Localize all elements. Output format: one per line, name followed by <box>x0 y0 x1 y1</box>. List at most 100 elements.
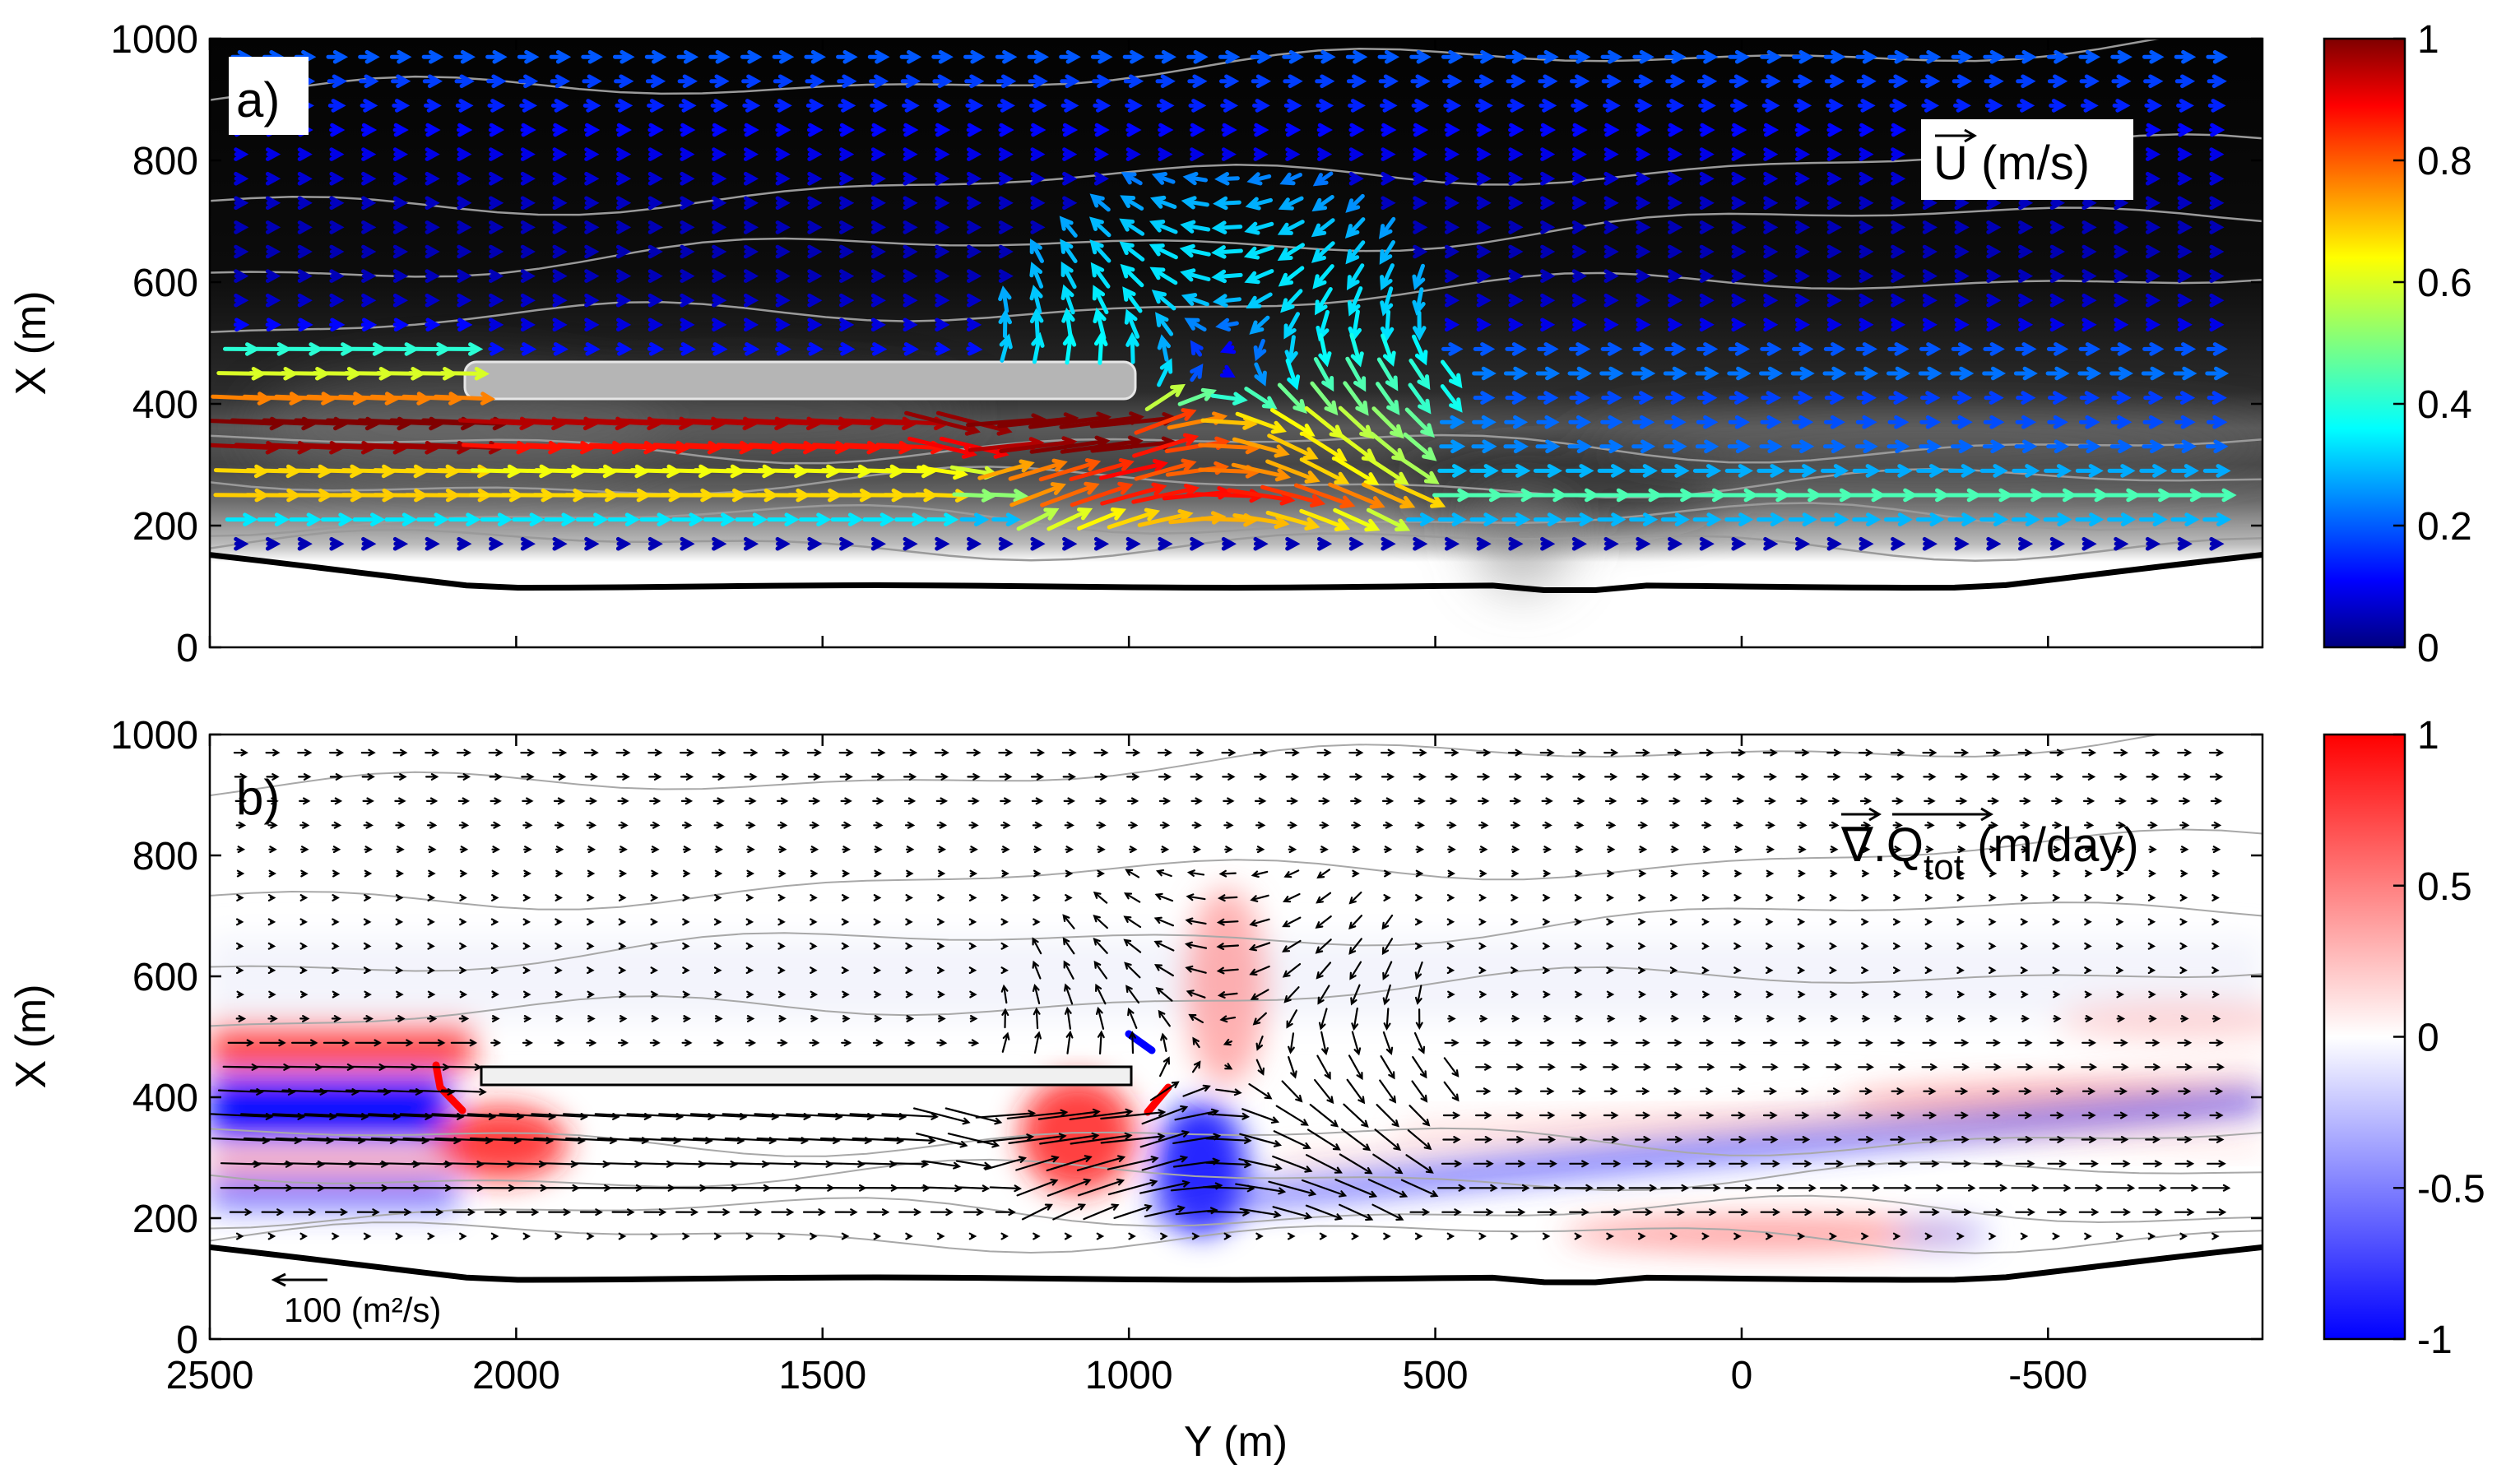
velocity-arrow <box>1124 308 1140 339</box>
flux-arrow <box>2114 797 2127 805</box>
flux-arrow <box>1317 773 1331 781</box>
velocity-arrow <box>2110 342 2132 356</box>
velocity-arrow <box>1891 293 1906 308</box>
flux-arrow <box>650 821 661 829</box>
flux-arrow <box>491 869 500 878</box>
velocity-arrow <box>1089 239 1111 263</box>
flux-arrow <box>1766 846 1775 854</box>
velocity-arrow <box>1100 482 1167 506</box>
flux-arrow <box>745 966 754 975</box>
velocity-arrow <box>1473 342 1496 356</box>
velocity-arrow <box>1437 512 1467 526</box>
flux-arrow <box>1701 894 1710 901</box>
velocity-arrow <box>1859 293 1874 308</box>
velocity-arrow <box>2202 512 2232 526</box>
flux-arrow <box>1446 918 1455 926</box>
flux-arrow <box>777 797 789 805</box>
velocity-arrow <box>1221 147 1237 161</box>
flux-arrow <box>1315 915 1332 929</box>
flux-arrow <box>555 942 563 950</box>
velocity-arrow <box>1887 415 1910 429</box>
velocity-arrow <box>1062 196 1078 211</box>
flux-arrow <box>236 966 244 975</box>
flux-arrow <box>810 869 819 878</box>
flux-arrow <box>458 821 470 829</box>
flux-arrow <box>1064 1006 1072 1030</box>
velocity-arrow <box>870 317 887 331</box>
flux-arrow <box>682 942 690 950</box>
flux-arrow <box>1207 1208 1251 1217</box>
velocity-arrow <box>1232 513 1290 530</box>
flux-arrow <box>1861 869 1870 878</box>
velocity-arrow <box>1030 123 1047 137</box>
velocity-arrow <box>1409 49 1432 64</box>
velocity-arrow <box>1826 171 1842 186</box>
velocity-arrow <box>645 74 666 89</box>
velocity-arrow <box>544 512 577 526</box>
velocity-arrow <box>1699 196 1715 211</box>
flux-arrow <box>522 1232 531 1240</box>
velocity-arrow <box>457 317 473 331</box>
flux-arrow <box>1766 990 1775 999</box>
flux-arrow <box>1316 869 1330 879</box>
flux-arrow <box>227 1039 255 1047</box>
velocity-arrow <box>1568 342 1591 356</box>
flux-arrow <box>1159 821 1171 829</box>
panel-b-flux-arrows <box>210 748 2231 1240</box>
velocity-arrow <box>1221 123 1237 137</box>
flux-arrow <box>1141 1155 1189 1171</box>
velocity-arrow <box>1824 391 1845 405</box>
flux-arrow <box>1447 1015 1456 1022</box>
flux-arrow <box>2178 773 2192 781</box>
flux-arrow <box>1571 1039 1587 1047</box>
flux-arrow <box>490 1039 502 1047</box>
velocity-arrow <box>977 459 1035 480</box>
flux-arrow <box>1348 1054 1363 1081</box>
flux-arrow <box>2021 1015 2030 1022</box>
flux-arrow <box>746 990 754 999</box>
velocity-arrow <box>1794 123 1811 137</box>
velocity-arrow <box>1156 99 1175 113</box>
flux-arrow <box>1223 1038 1232 1046</box>
flux-arrow <box>1446 966 1455 975</box>
flux-arrow <box>989 1184 1022 1193</box>
velocity-arrow <box>1092 74 1112 89</box>
velocity-arrow <box>1540 196 1556 211</box>
flux-arrow <box>873 966 882 975</box>
flux-arrow <box>1155 987 1173 1002</box>
flux-arrow <box>1892 942 1901 950</box>
velocity-arrow <box>647 317 663 331</box>
velocity-arrow <box>1568 49 1591 64</box>
flux-arrow <box>714 1015 723 1022</box>
flux-arrow <box>265 748 281 757</box>
velocity-arrow <box>1413 171 1428 186</box>
velocity-arrow <box>1540 244 1556 259</box>
velocity-arrow <box>1471 439 1497 454</box>
flux-arrow <box>587 942 595 950</box>
velocity-arrow <box>870 196 886 211</box>
flux-arrow <box>1893 869 1902 878</box>
velocity-arrow <box>680 196 695 211</box>
flux-arrow <box>1987 797 2000 805</box>
velocity-arrow <box>1122 49 1145 64</box>
velocity-arrow <box>289 512 322 526</box>
velocity-arrow <box>1503 366 1529 381</box>
velocity-arrow <box>1763 171 1779 186</box>
flux-arrow <box>555 869 564 878</box>
velocity-arrow <box>1379 99 1398 113</box>
flux-arrow <box>1601 1160 1622 1168</box>
colorbar-tick-label: 0.8 <box>2417 140 2472 183</box>
flux-arrow <box>364 894 372 901</box>
flux-arrow <box>332 869 341 878</box>
flux-arrow <box>1446 894 1455 901</box>
flux-arrow <box>1062 937 1075 955</box>
flux-arrow <box>1343 1103 1369 1128</box>
velocity-arrow <box>775 244 791 259</box>
velocity-arrow <box>2145 220 2161 234</box>
velocity-arrow <box>1699 171 1715 186</box>
flux-arrow <box>395 942 404 950</box>
velocity-arrow <box>1503 439 1529 454</box>
velocity-arrow <box>1093 123 1110 137</box>
panel-b-depth-contours <box>210 735 2262 1254</box>
